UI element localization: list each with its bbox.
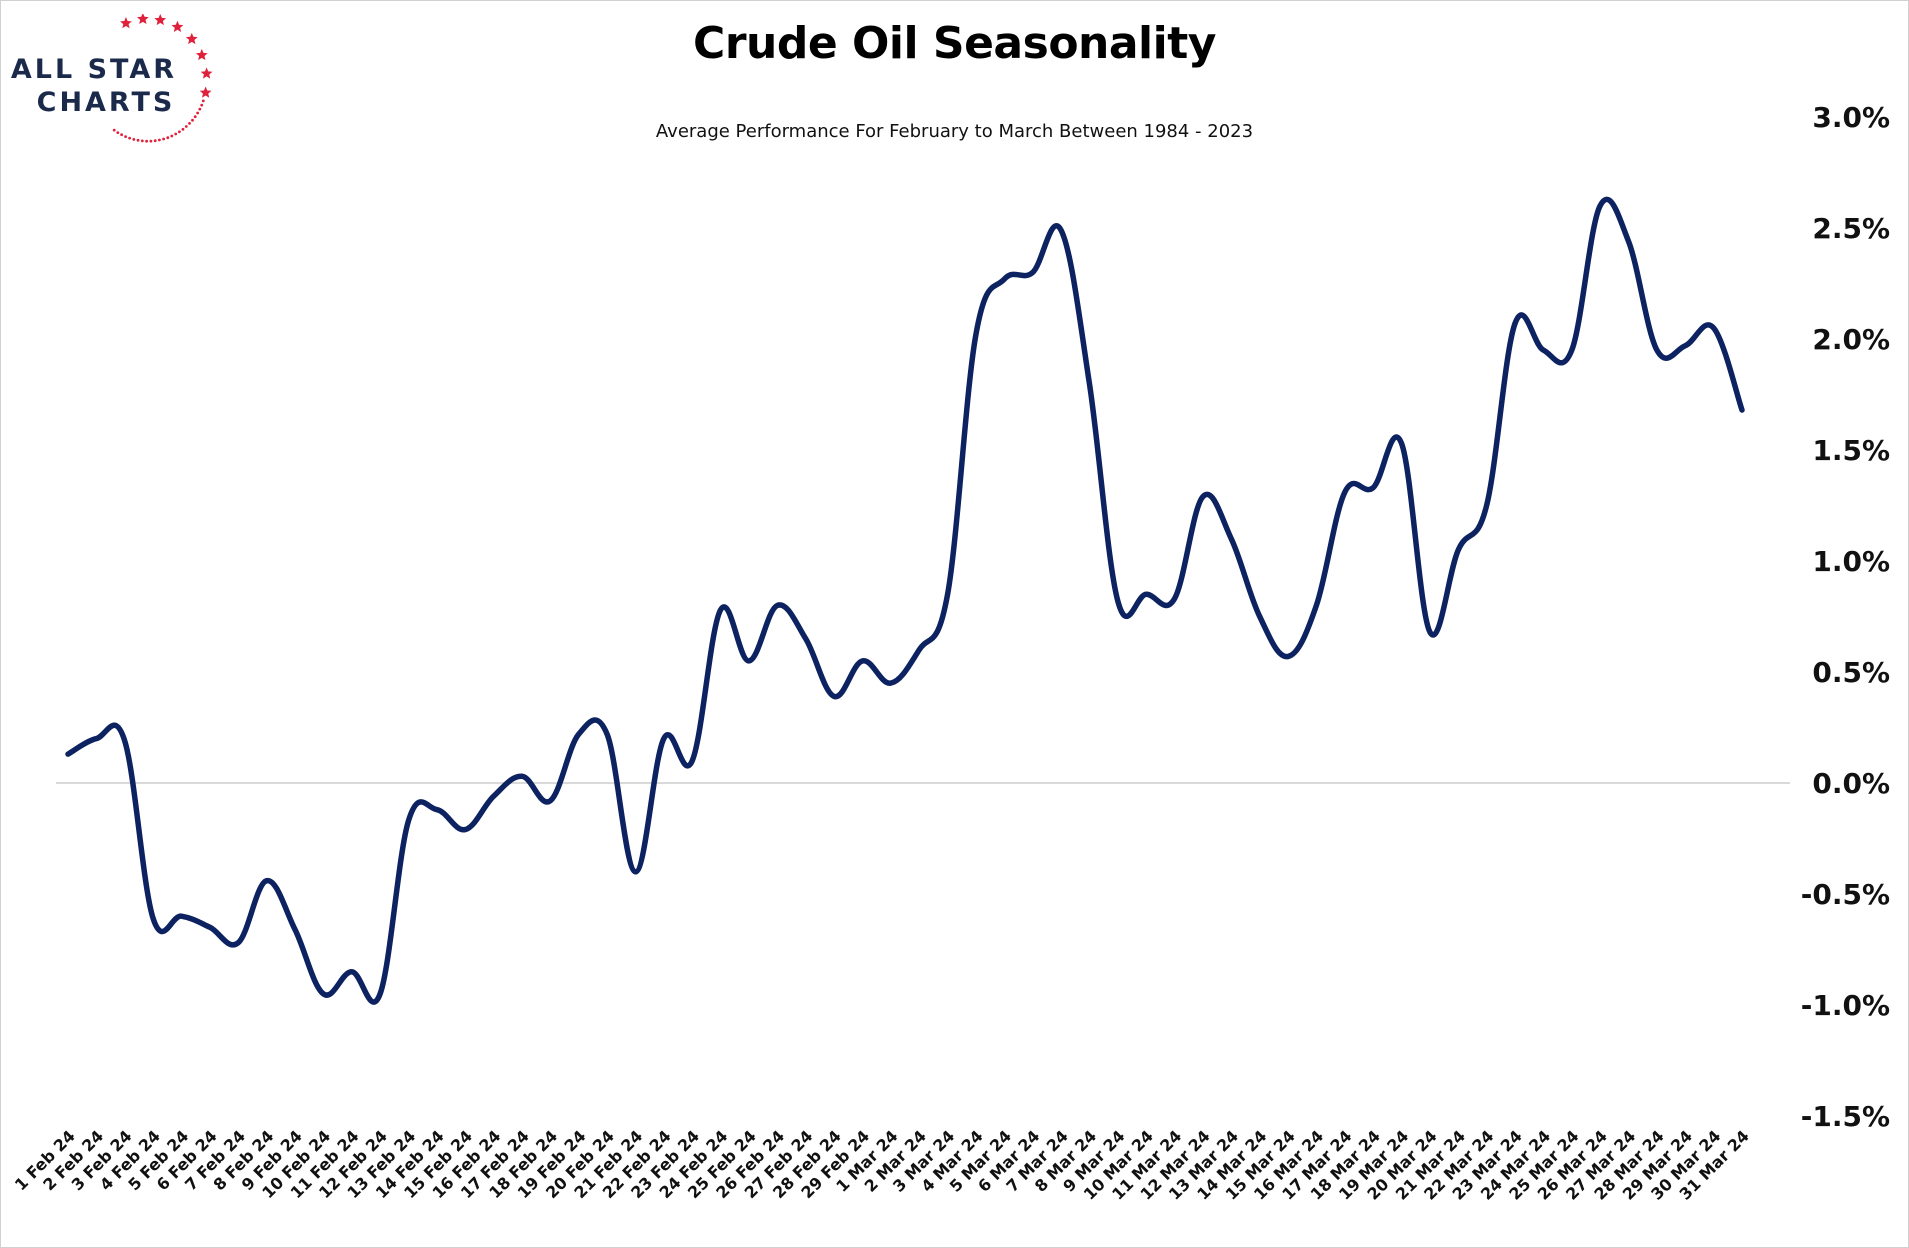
logo-dot <box>116 131 120 134</box>
y-tick-label: -1.5% <box>1801 1100 1890 1133</box>
y-tick-label: 1.0% <box>1812 545 1890 578</box>
logo-dot <box>120 133 123 137</box>
logo-star-icon <box>199 86 212 98</box>
logo-dot <box>193 115 197 119</box>
chart-subtitle: Average Performance For February to Marc… <box>655 121 1254 142</box>
y-tick-label: 2.5% <box>1812 212 1890 245</box>
logo-dot <box>184 125 188 128</box>
y-axis-ticks: -1.5% -1.0% -0.5% 0.0% 0.5% 1.0% 1.5% 2.0% 2.5% 3… <box>1801 101 1890 1133</box>
logo-dot <box>191 118 194 122</box>
logo-star-icon <box>171 20 184 33</box>
logo-dot <box>153 139 157 143</box>
y-tick-label: 3.0% <box>1812 101 1890 134</box>
y-tick-label: 2.0% <box>1812 323 1890 356</box>
logo-star-icon <box>136 14 149 25</box>
logo-dot <box>201 99 205 103</box>
logo-dot <box>158 138 161 142</box>
logo-stars <box>112 14 213 143</box>
logo-dot <box>166 136 170 140</box>
logo-dot <box>162 137 166 141</box>
logo-dot <box>128 136 131 140</box>
logo-dot <box>145 139 149 143</box>
y-tick-label: 0.5% <box>1812 656 1890 689</box>
logo-star-icon <box>120 17 132 29</box>
y-tick-label: -0.5% <box>1801 878 1890 911</box>
logo-dot <box>132 138 136 141</box>
logo-dot <box>181 127 185 131</box>
logo-dot <box>188 122 191 125</box>
chart-title: Crude Oil Seasonality <box>693 18 1216 69</box>
logo-dot <box>178 130 181 134</box>
logo-star-icon <box>185 32 198 45</box>
logo-dot <box>170 134 174 138</box>
logo-dot <box>140 139 144 143</box>
y-tick-label: 0.0% <box>1812 767 1890 800</box>
allstarcharts-logo: ALL STAR CHARTS <box>11 14 213 143</box>
logo-dot <box>136 138 140 142</box>
logo-star-icon <box>195 48 208 61</box>
logo-dot <box>149 139 153 143</box>
x-axis-ticks: 1 Feb 242 Feb 243 Feb 244 Feb 245 Feb 24… <box>11 1126 1753 1203</box>
logo-dot <box>174 132 178 136</box>
series-line <box>65 196 1745 1005</box>
logo-text-line1: ALL STAR <box>11 54 177 85</box>
logo-star-icon <box>200 67 213 79</box>
logo-dot <box>200 103 204 107</box>
logo-text-line2: CHARTS <box>37 87 176 118</box>
logo-dot <box>124 135 127 138</box>
logo-dot <box>112 128 116 132</box>
y-tick-label: -1.0% <box>1801 989 1890 1022</box>
logo-dot <box>196 111 200 115</box>
y-tick-label: 1.5% <box>1812 434 1890 467</box>
logo-dot <box>198 107 202 111</box>
logo-star-icon <box>154 14 167 26</box>
